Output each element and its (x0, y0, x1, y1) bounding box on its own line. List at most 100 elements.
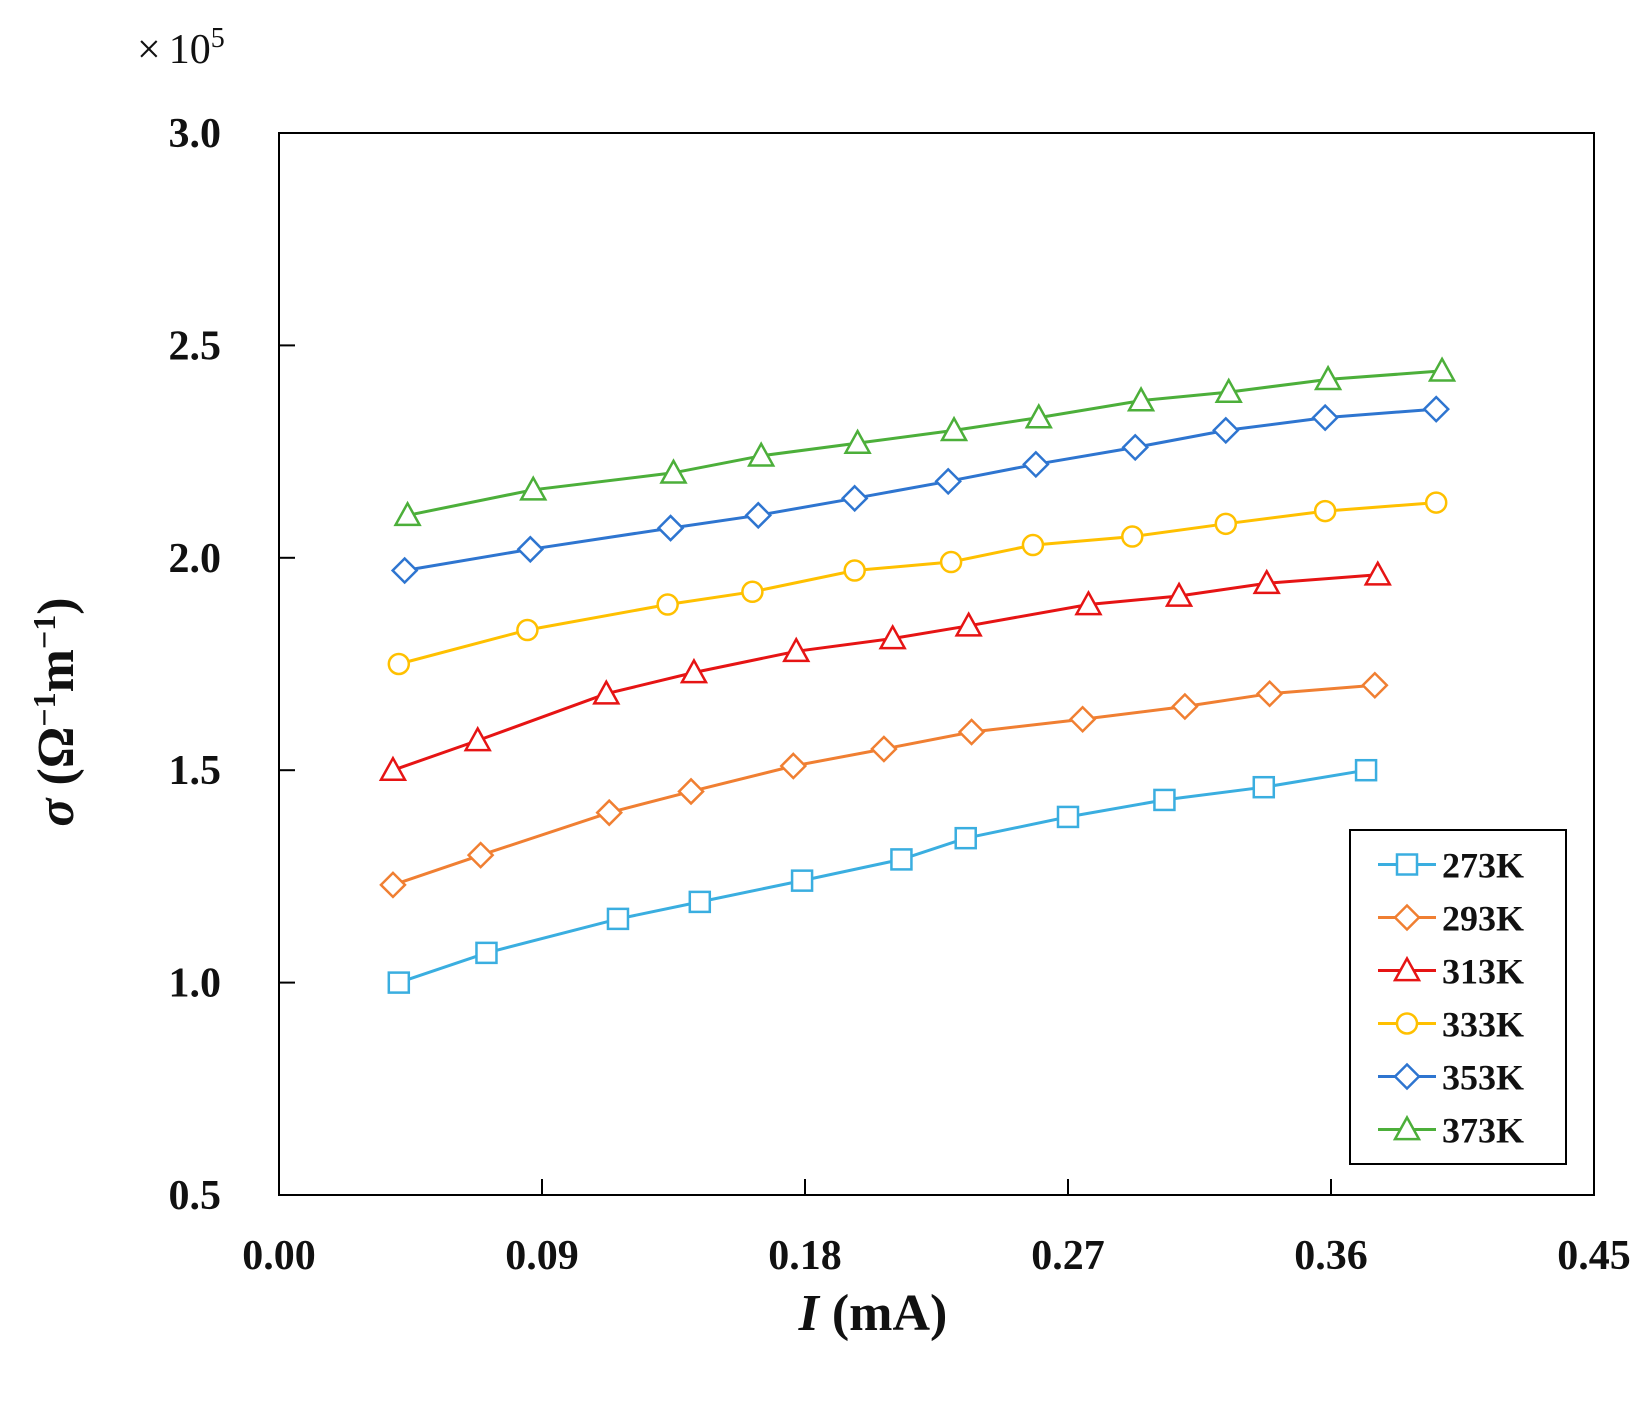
series-353k (390, 395, 1450, 585)
data-point-313k (1074, 589, 1103, 616)
data-point-353k (1212, 416, 1240, 445)
data-point-293k (379, 871, 407, 899)
data-point-353k (1422, 395, 1450, 423)
data-point-273k (1354, 758, 1378, 782)
y-tick-label: 2.0 (169, 536, 222, 582)
legend-item-373k: 373K (1378, 1111, 1524, 1151)
y-tick-label: 3.0 (169, 111, 222, 157)
legend-marker (1392, 955, 1422, 982)
y-tick-label: 1.0 (169, 961, 222, 1007)
data-point-293k (595, 798, 623, 827)
data-point-373k (843, 428, 872, 454)
data-point-333k (1313, 499, 1337, 523)
y-axis-exp1: −1 (26, 692, 62, 726)
data-point-333k (843, 559, 866, 582)
data-point-273k (387, 971, 411, 994)
data-point-313k (378, 755, 408, 782)
data-point-273k (606, 907, 630, 931)
data-point-293k (957, 718, 986, 746)
x-axis-symbol: I (798, 1285, 821, 1342)
data-point-373k (747, 441, 776, 467)
data-point-273k (1153, 788, 1176, 812)
data-point-353k (1311, 403, 1339, 432)
data-point-293k (1361, 671, 1389, 700)
data-point-293k (870, 735, 898, 763)
data-point-273k (1056, 805, 1080, 829)
data-point-313k (679, 657, 709, 684)
data-point-313k (1363, 560, 1392, 586)
data-point-333k (387, 652, 411, 676)
data-point-353k (656, 514, 685, 542)
y-tick-label: 0.5 (169, 1173, 222, 1219)
data-point-273k (688, 890, 712, 914)
legend: 273K 293K 313K 333K 353K 373K (1349, 829, 1567, 1165)
data-point-333k (656, 593, 679, 616)
data-point-353k (1022, 450, 1050, 479)
data-point-273k (890, 848, 913, 871)
data-point-293k (1255, 679, 1284, 708)
legend-label: 273K (1442, 846, 1524, 886)
data-point-333k (939, 550, 963, 574)
y-axis-exp2: −1 (26, 615, 62, 649)
data-point-313k (954, 611, 983, 637)
data-point-273k (475, 941, 498, 965)
data-point-353k (390, 556, 419, 585)
legend-item-273k: 273K (1378, 846, 1524, 886)
data-point-313k (878, 623, 907, 650)
data-point-273k (790, 869, 814, 892)
y-axis-title: σ (Ω−1m−1) (26, 597, 85, 826)
data-point-373k (393, 500, 422, 527)
data-point-273k (1252, 775, 1276, 799)
data-point-333k (1424, 491, 1448, 514)
data-point-373k (1126, 386, 1156, 412)
data-point-293k (1068, 705, 1097, 733)
data-point-333k (1121, 525, 1144, 548)
data-point-353k (516, 535, 545, 564)
data-point-353k (1121, 433, 1149, 462)
data-point-353k (934, 467, 962, 496)
x-tick-label: 0.00 (242, 1233, 316, 1279)
legend-marker (1395, 1012, 1419, 1035)
data-point-333k (516, 618, 539, 642)
data-point-333k (741, 580, 764, 604)
series-line-293k (392, 683, 1375, 887)
x-tick-label: 0.36 (1294, 1233, 1368, 1279)
data-point-373k (519, 475, 548, 501)
legend-label: 353K (1442, 1058, 1524, 1098)
series-373k (393, 356, 1457, 527)
x-tick-label: 0.45 (1557, 1233, 1631, 1279)
data-point-293k (1171, 692, 1199, 721)
plot-area: 0.5 1.0 1.5 2.0 2.5 3.0 0.00 0.09 0.18 0.27 0.36 0.… (169, 111, 1631, 1279)
data-point-313k (1164, 581, 1194, 607)
legend-box (1349, 829, 1567, 1165)
legend-item-313k: 313K (1378, 952, 1524, 992)
series-line-373k (407, 369, 1443, 517)
y-multiplier-label: × 105 (137, 23, 225, 73)
data-point-313k (592, 679, 621, 705)
plot-frame (278, 132, 1595, 1196)
data-point-373k (1427, 356, 1457, 382)
series-313k (378, 560, 1392, 782)
y-axis-m: m (28, 649, 85, 692)
data-point-293k (677, 777, 705, 806)
data-point-353k (840, 484, 869, 513)
x-axis-title: I (mA) (798, 1285, 948, 1342)
legend-marker (1392, 1114, 1422, 1141)
data-point-333k (1214, 512, 1238, 536)
series-333k (387, 491, 1448, 676)
legend-label: 313K (1442, 952, 1524, 992)
data-point-373k (1024, 403, 1053, 429)
y-tick-label: 1.5 (169, 748, 222, 794)
data-point-373k (1313, 364, 1343, 391)
legend-marker (1395, 853, 1419, 876)
data-point-373k (1214, 377, 1243, 403)
y-axis-close: ) (28, 597, 85, 614)
x-axis-unit: (mA) (819, 1285, 948, 1342)
series-293k (379, 671, 1389, 899)
y-tick-label: 2.5 (169, 323, 222, 369)
legend-item-353k: 353K (1378, 1058, 1524, 1098)
y-axis-open: (Ω (28, 727, 85, 799)
data-point-373k (939, 415, 969, 442)
legend-label: 333K (1442, 1005, 1524, 1045)
